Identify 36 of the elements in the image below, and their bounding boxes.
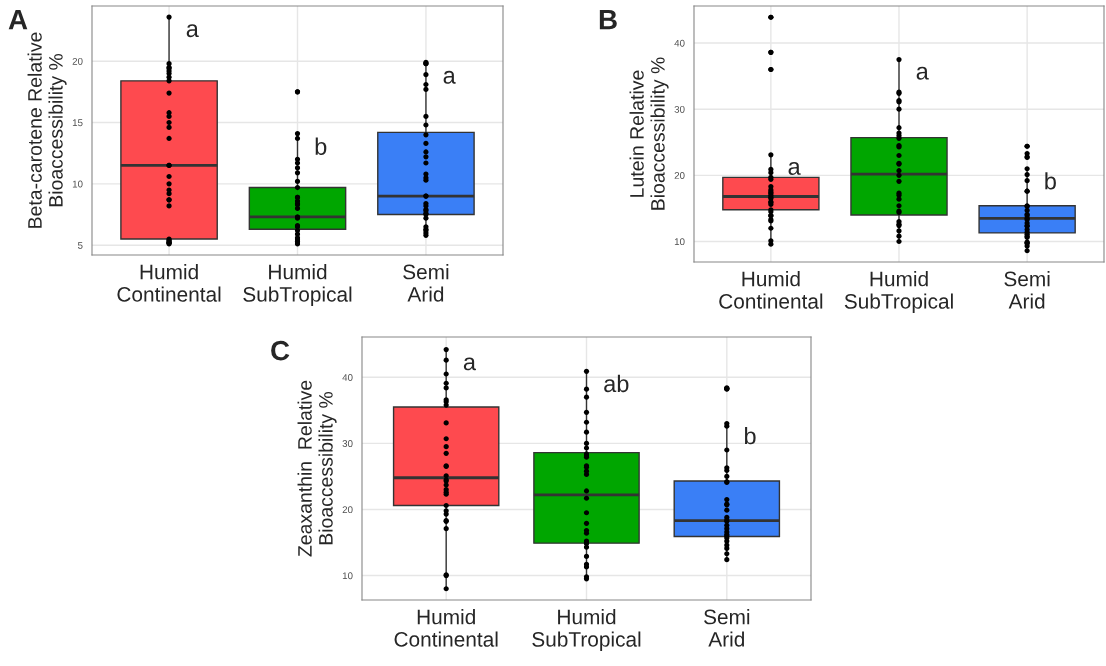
y-tick-label: 40 [674, 39, 685, 47]
annotation: b [745, 427, 756, 445]
annotation: ab [604, 374, 629, 393]
x-tick-label: Humid SubTropical [243, 264, 352, 306]
y-tick-label: 15 [72, 119, 83, 127]
y-tick-label: 10 [674, 238, 685, 246]
annotation: b [1045, 172, 1056, 190]
y-axis-title: Beta-carotene Relative Bioaccessibility % [27, 32, 67, 228]
y-tick-label: 10 [342, 572, 353, 580]
y-tick-label: 10 [72, 180, 83, 188]
x-tick-label: Semi Arid [704, 609, 750, 647]
y-tick-label: 20 [342, 506, 353, 514]
x-tick-label: Humid SubTropical [532, 609, 641, 651]
chart-title: C [271, 340, 290, 361]
x-tick-label: Humid Continental [719, 271, 823, 309]
y-axis-title: Lutein Relative Bioaccessibility % [629, 57, 669, 210]
x-tick-label: Humid Continental [117, 264, 221, 302]
y-tick-label: 20 [674, 172, 685, 179]
chart-title: B [599, 10, 617, 30]
x-tick-label: Semi Arid [403, 264, 449, 302]
y-tick-label: 5 [77, 242, 83, 249]
annotation: a [463, 357, 476, 371]
annotation: a [788, 162, 801, 175]
chart-title: A [8, 10, 28, 30]
y-tick-label: 20 [72, 57, 83, 65]
annotation: a [443, 70, 456, 84]
y-tick-label: 40 [342, 374, 353, 381]
x-tick-label: Humid Continental [394, 609, 498, 647]
y-tick-label: 30 [674, 105, 685, 113]
annotation: a [916, 66, 929, 80]
y-axis-title: Zeaxanthin Relative Bioaccessibility % [297, 380, 337, 557]
x-tick-label: Humid SubTropical [844, 271, 953, 313]
annotation: a [186, 24, 199, 38]
y-tick-label: 30 [342, 440, 353, 448]
annotation: b [315, 137, 327, 155]
x-tick-label: Semi Arid [1004, 271, 1050, 309]
